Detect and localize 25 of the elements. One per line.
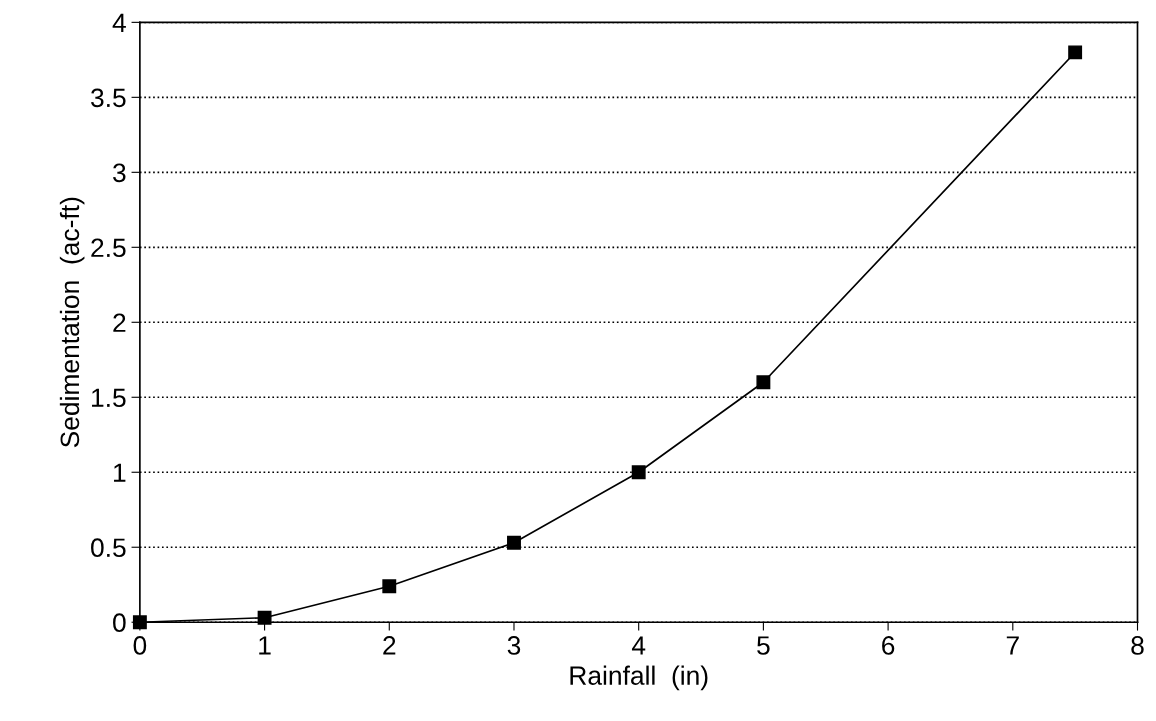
x-tick-label: 6 <box>882 636 895 655</box>
x-tick-label: 0 <box>133 636 147 655</box>
y-tick-label: 1.5 <box>92 388 126 408</box>
point <box>756 375 771 390</box>
x-tick-label: 7 <box>1006 636 1019 655</box>
point <box>631 465 646 480</box>
point <box>507 535 521 550</box>
x-tick-label: 8 <box>1131 636 1144 655</box>
y-tick-label: 2.5 <box>91 238 126 258</box>
y-tick-label: 0 <box>113 613 126 633</box>
y-tick-label: 4 <box>112 13 126 32</box>
x-tick-label: 5 <box>757 636 770 655</box>
point <box>382 579 397 594</box>
y-tick-label: 3 <box>113 163 126 183</box>
y-tick-label: 1 <box>114 463 126 482</box>
y-tick-label: 2 <box>113 313 126 332</box>
point <box>1068 45 1083 60</box>
x-tick-label: 4 <box>631 636 646 655</box>
x-tick-label: 3 <box>507 636 521 655</box>
y-tick-label: 3.5 <box>91 88 126 108</box>
x-tick-label: 1 <box>259 636 271 655</box>
x-tick-label: 2 <box>383 636 396 655</box>
y-tick-label: 0.5 <box>91 538 126 558</box>
x-axis-title: Rainfall (in) <box>570 665 708 691</box>
y-axis-title: Sedimentation (ac-ft) <box>59 197 85 448</box>
